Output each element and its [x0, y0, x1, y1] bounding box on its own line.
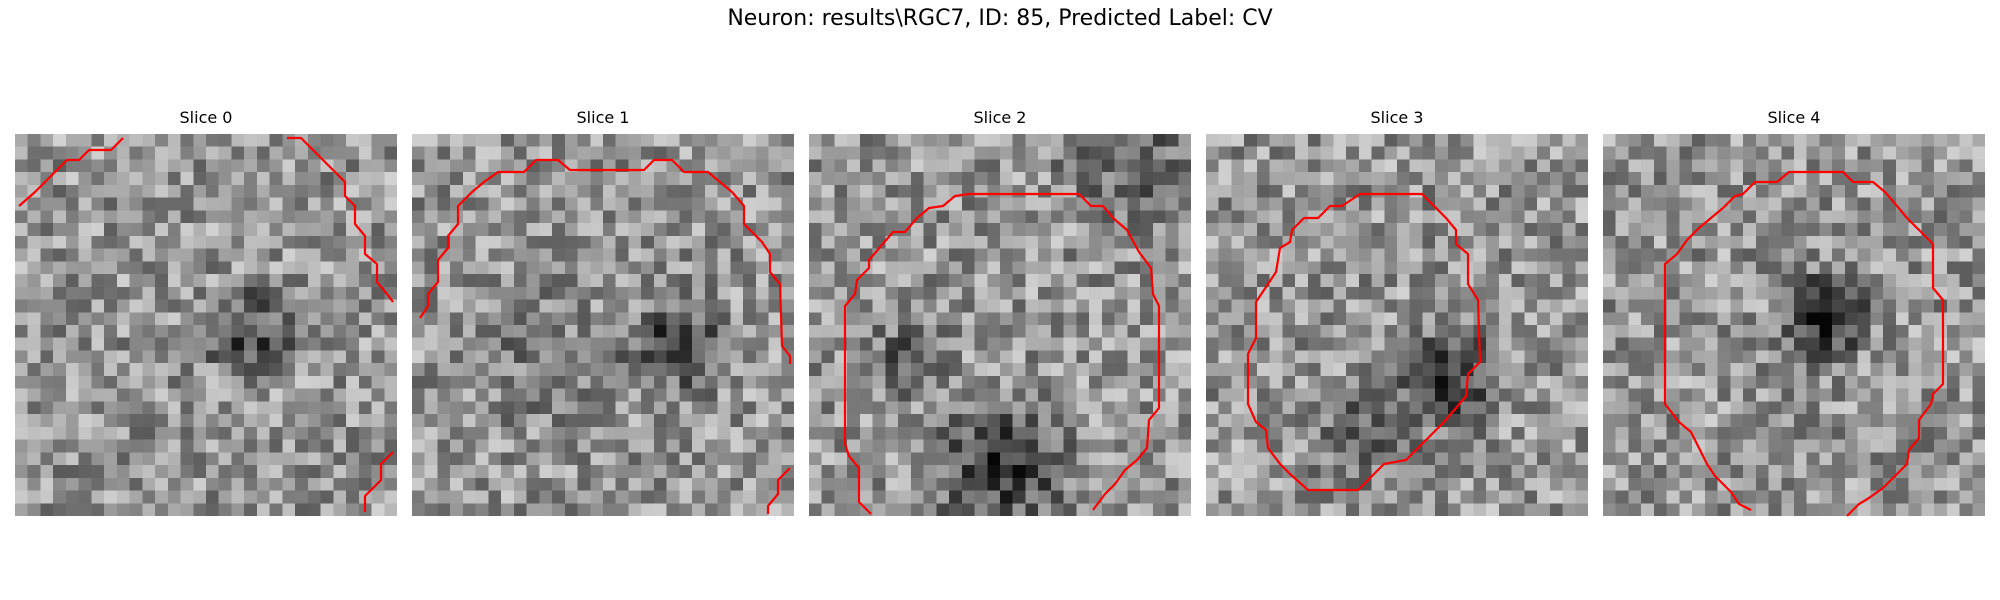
slice-pixels-2: [809, 134, 1191, 516]
slice-panel-4: Slice 4: [1603, 108, 1985, 517]
slice-pixels-1: [412, 134, 794, 516]
roi-contour-3: [1246, 192, 1482, 492]
slice-image-0: [15, 134, 397, 516]
slice-image-1: [412, 134, 794, 516]
slice-panel-2: Slice 2: [809, 108, 1191, 516]
slice-title-4: Slice 4: [1767, 108, 1821, 127]
slice-image-2: [809, 134, 1191, 516]
slice-image-3: [1206, 134, 1588, 516]
slice-panel-1: Slice 1: [412, 108, 794, 516]
slice-panel-3: Slice 3: [1206, 108, 1588, 516]
slice-title-0: Slice 0: [179, 108, 233, 127]
roi-contour-2: [843, 192, 1161, 515]
roi-contour-1: [419, 158, 792, 514]
slice-title-1: Slice 1: [576, 108, 630, 127]
slice-pixels-4: [1603, 134, 1985, 516]
slice-title-2: Slice 2: [973, 108, 1027, 127]
slice-pixels-0: [15, 134, 397, 516]
roi-contour-4: [1663, 170, 1945, 517]
roi-contour-0: [18, 136, 394, 512]
slice-image-4: [1603, 134, 1985, 517]
slice-pixels-3: [1206, 134, 1588, 516]
figure-title: Neuron: results\RGC7, ID: 85, Predicted …: [727, 6, 1273, 31]
slice-title-3: Slice 3: [1370, 108, 1424, 127]
slice-panel-0: Slice 0: [15, 108, 397, 516]
